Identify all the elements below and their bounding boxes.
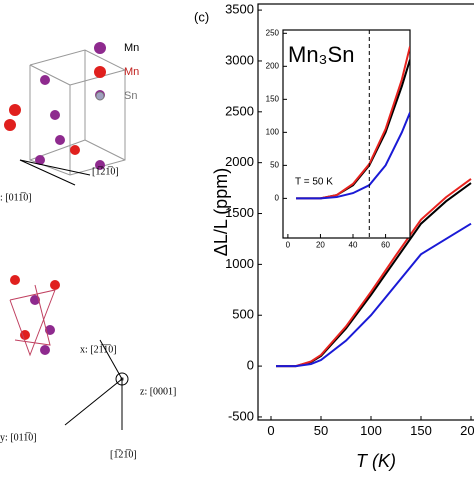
series-line xyxy=(276,222,472,368)
axis-label: z: [0001] xyxy=(140,386,176,397)
inset-title: Mn₃Sn xyxy=(288,42,354,67)
y-tick-label: 0 xyxy=(275,193,280,202)
series-group xyxy=(296,46,410,200)
y-tick-label: -500 xyxy=(228,408,254,423)
y-tick-label: 3500 xyxy=(225,2,254,17)
legend-label: Mn xyxy=(124,66,139,78)
axis-label: [1̅21̅0] xyxy=(110,449,137,460)
x-tick-label: 60 xyxy=(381,240,390,249)
y-tick-label: 50 xyxy=(270,160,279,169)
y-axis-label: ΔL/L (ppm) xyxy=(211,168,231,256)
y-tick-label: 3000 xyxy=(225,52,254,67)
axis-label: : [011̅0] xyxy=(0,192,32,203)
y-tick-label: 2000 xyxy=(225,154,254,169)
x-tick-label: 0 xyxy=(286,240,291,249)
y-tick-label: 150 xyxy=(266,94,280,103)
y-tick-label: 500 xyxy=(232,307,254,322)
legend-label: Sn xyxy=(124,90,137,102)
y-tick-label: 200 xyxy=(266,61,280,70)
axis-label: x: [21̅1̅0] xyxy=(80,344,117,355)
x-axis-label: T (K) xyxy=(356,451,396,471)
legend-label: Mn xyxy=(124,42,139,54)
x-tick-label: 50 xyxy=(314,423,328,438)
x-tick-label: 20 xyxy=(316,240,325,249)
axis-label: [1̅21̅0] xyxy=(92,166,119,177)
panel-label: (c) xyxy=(194,9,209,24)
x-tick-label: 40 xyxy=(349,240,358,249)
y-tick-label: 250 xyxy=(266,28,280,37)
crystal-diagram xyxy=(4,42,129,430)
series-line xyxy=(276,178,472,368)
series-group xyxy=(276,178,472,368)
x-tick-label: 0 xyxy=(267,423,274,438)
x-tick-label: 200 xyxy=(460,423,474,438)
series-line xyxy=(296,112,410,200)
annotation: T = 50 K xyxy=(295,176,333,187)
y-tick-label: 1500 xyxy=(225,205,254,220)
y-tick-label: 100 xyxy=(266,127,280,136)
y-tick-label: 0 xyxy=(247,358,254,373)
x-tick-label: 100 xyxy=(360,423,382,438)
y-tick-label: 2500 xyxy=(225,103,254,118)
y-tick-label: 1000 xyxy=(225,256,254,271)
axis-label: y: [011̅0] xyxy=(0,432,37,443)
plot-area xyxy=(282,29,411,239)
x-tick-label: 150 xyxy=(410,423,432,438)
